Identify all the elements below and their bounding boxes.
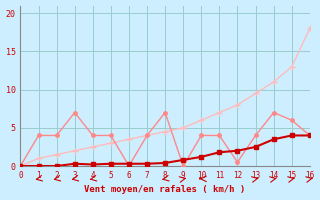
X-axis label: Vent moyen/en rafales ( km/h ): Vent moyen/en rafales ( km/h ) — [84, 185, 246, 194]
